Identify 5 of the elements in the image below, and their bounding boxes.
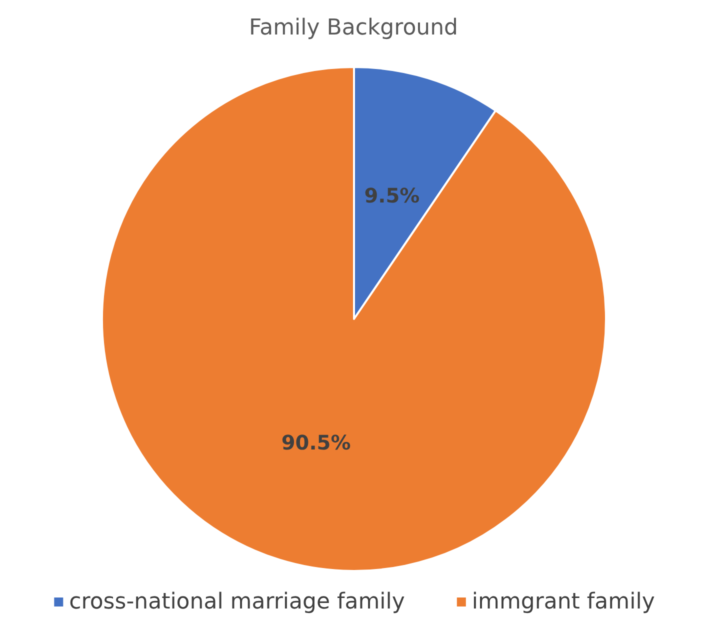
- legend-label: immgrant family: [472, 590, 655, 614]
- data-label: 90.5%: [281, 430, 351, 454]
- data-label: 9.5%: [364, 184, 420, 208]
- chart-title: Family Background: [248, 16, 458, 40]
- legend-label: cross-national marriage family: [69, 590, 405, 614]
